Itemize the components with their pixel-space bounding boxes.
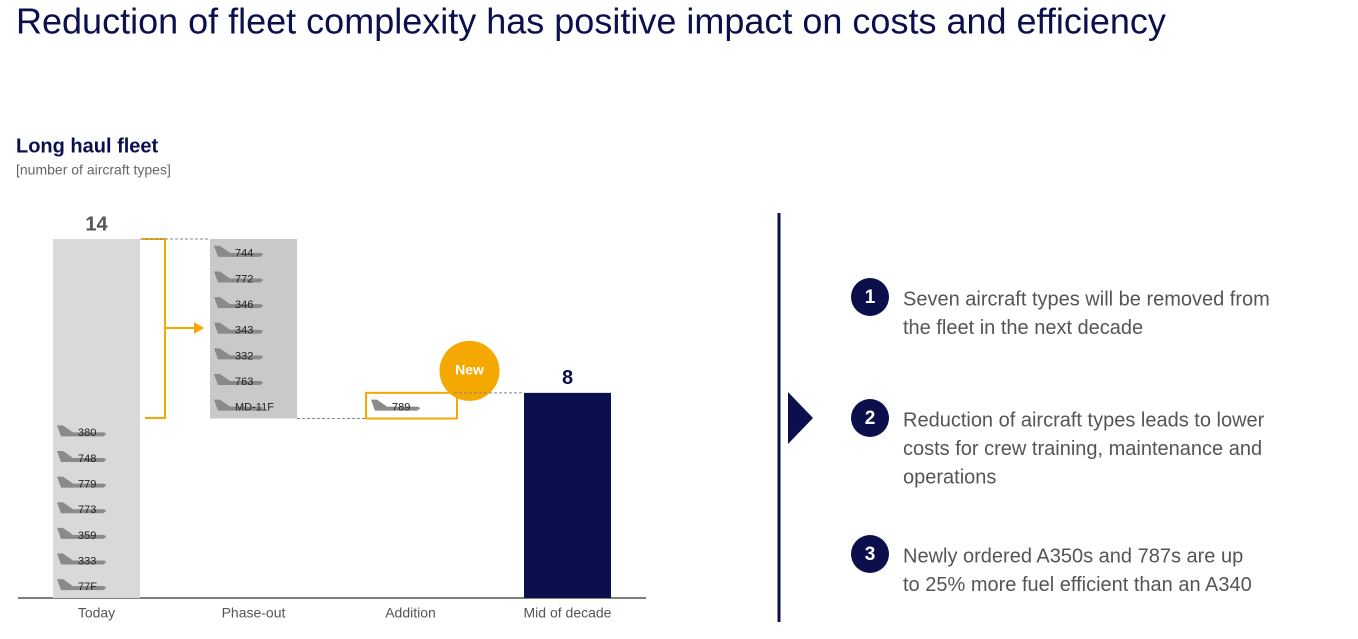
bar xyxy=(53,239,140,598)
plane-icon xyxy=(214,399,263,411)
plane-icon xyxy=(214,297,263,309)
point-text: Seven aircraft types will be removed fro… xyxy=(903,288,1270,310)
plane-icon xyxy=(57,527,106,539)
plane-icon xyxy=(214,322,263,334)
x-tick-label: Addition xyxy=(385,605,436,621)
aircraft-label: 77F xyxy=(78,581,97,593)
badge-label: New xyxy=(455,362,484,378)
point-text: to 25% more fuel efficient than an A340 xyxy=(903,574,1252,596)
aircraft-label: 359 xyxy=(78,530,96,542)
plane-icon xyxy=(57,502,106,514)
number: 2 xyxy=(865,408,876,429)
aircraft-label: 343 xyxy=(235,325,253,337)
aircraft-label: 779 xyxy=(78,479,96,491)
divider-arrow xyxy=(788,392,813,444)
point-text: operations xyxy=(903,466,996,488)
plane-icon xyxy=(57,476,106,488)
arrow-head xyxy=(194,322,204,334)
panel: 1 Seven aircraft types will be removed fr… xyxy=(851,278,1270,596)
aircraft-label: 773 xyxy=(78,504,96,516)
chart: 14 380 748 779 773 359 333 77F Today 744 772 346 343… xyxy=(53,213,612,621)
point-text: costs for crew training, maintenance and xyxy=(903,438,1262,460)
x-tick-label: Mid of decade xyxy=(524,605,612,621)
value-label: 14 xyxy=(85,213,108,235)
bar xyxy=(365,391,458,420)
plane-icon xyxy=(371,399,420,411)
aircraft-label: 748 xyxy=(78,453,96,465)
chart-title: Long haul fleet xyxy=(16,135,159,157)
number-circle xyxy=(851,278,889,316)
chart-subtitle: [number of aircraft types] xyxy=(16,162,171,178)
bracket xyxy=(142,238,166,419)
aircraft-label: 789 xyxy=(392,402,410,414)
value-label: 8 xyxy=(562,367,573,389)
number-circle xyxy=(851,535,889,573)
aircraft-label: 346 xyxy=(235,299,253,311)
slide-title: Reduction of fleet complexity has positi… xyxy=(16,1,1166,42)
x-tick-label: Phase-out xyxy=(222,605,286,621)
number: 1 xyxy=(865,287,876,308)
plane-icon xyxy=(214,271,263,283)
point-text: Newly ordered A350s and 787s are up xyxy=(903,545,1243,567)
plane-icon xyxy=(57,425,106,437)
number-circle xyxy=(851,399,889,437)
aircraft-label: 380 xyxy=(78,427,96,439)
aircraft-label: 744 xyxy=(235,248,253,260)
number: 3 xyxy=(865,544,876,565)
aircraft-label: 333 xyxy=(78,555,96,567)
plane-icon xyxy=(214,245,263,257)
point-text: the fleet in the next decade xyxy=(903,317,1143,339)
plane-icon xyxy=(214,348,263,360)
aircraft-label: 332 xyxy=(235,350,253,362)
plane-icon xyxy=(214,374,263,386)
aircraft-label: 763 xyxy=(235,376,253,388)
x-tick-label: Today xyxy=(78,605,115,621)
plane-icon xyxy=(57,579,106,591)
point-text: Reduction of aircraft types leads to low… xyxy=(903,409,1265,431)
plane-icon xyxy=(57,553,106,565)
plane-icon xyxy=(57,450,106,462)
badge xyxy=(439,340,500,401)
aircraft-label: MD-11F xyxy=(235,402,274,414)
aircraft-label: 772 xyxy=(235,273,253,285)
bar xyxy=(524,392,611,598)
